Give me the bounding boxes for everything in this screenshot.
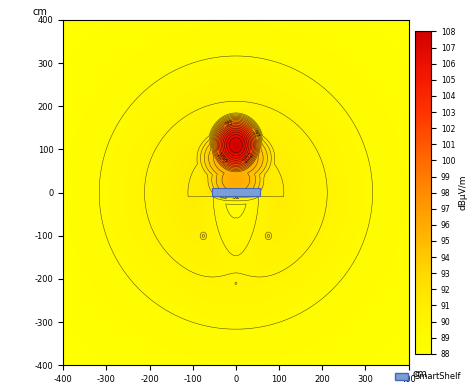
Text: 97: 97 <box>251 128 260 139</box>
Text: 100: 100 <box>214 151 228 165</box>
Text: 92: 92 <box>231 194 240 200</box>
Text: 102: 102 <box>241 151 255 164</box>
Text: cm: cm <box>412 369 427 379</box>
Text: 99: 99 <box>223 119 234 128</box>
Text: 93: 93 <box>218 193 228 200</box>
Y-axis label: dBμV/m: dBμV/m <box>458 175 467 210</box>
Legend: SmartShelf: SmartShelf <box>394 371 463 383</box>
Bar <box>212 188 260 196</box>
Text: cm: cm <box>32 7 47 16</box>
